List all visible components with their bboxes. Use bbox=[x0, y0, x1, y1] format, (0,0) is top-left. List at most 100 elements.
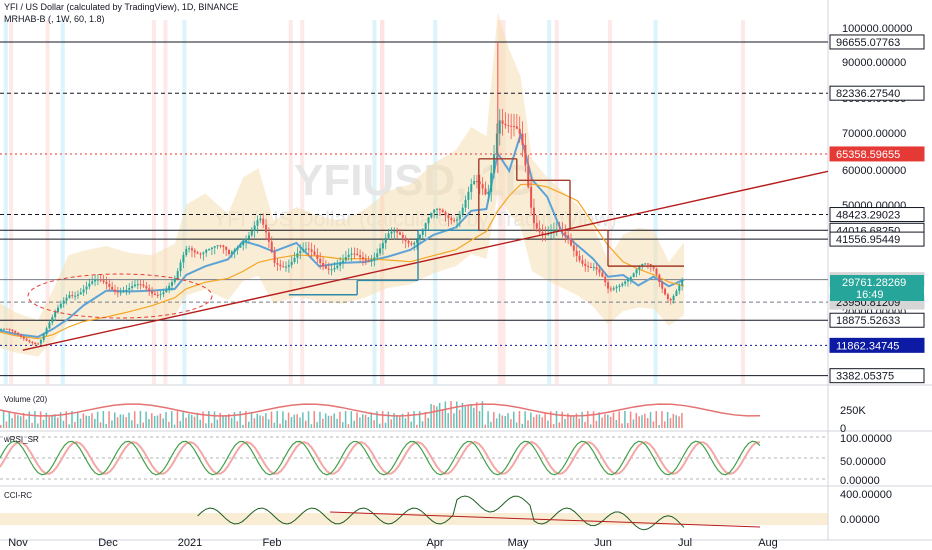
volume-bar bbox=[541, 417, 543, 428]
volume-bar bbox=[498, 413, 501, 428]
volume-bar bbox=[587, 411, 589, 428]
candle-body bbox=[675, 290, 678, 296]
volume-bar bbox=[350, 411, 353, 428]
volume-bar bbox=[518, 411, 521, 428]
volume-bar bbox=[436, 406, 438, 428]
volume-bar bbox=[125, 417, 127, 428]
volume-bar bbox=[493, 411, 495, 428]
volume-bar bbox=[681, 412, 683, 428]
candle-body bbox=[436, 208, 439, 210]
volume-bar bbox=[561, 411, 563, 428]
volume-bar bbox=[285, 420, 287, 428]
volume-bar bbox=[330, 415, 333, 428]
candle-body bbox=[493, 154, 496, 174]
candle-body bbox=[270, 241, 273, 253]
volume-bar bbox=[438, 402, 441, 428]
candle-body bbox=[413, 242, 416, 245]
volume-bar bbox=[390, 419, 392, 428]
volume-bar bbox=[669, 418, 672, 428]
volume-bar bbox=[316, 422, 318, 428]
volume-bar bbox=[142, 422, 144, 428]
volume-bar bbox=[62, 420, 65, 428]
volume-bar bbox=[609, 416, 612, 428]
volume-bar bbox=[42, 419, 45, 428]
highlight-stripe bbox=[9, 20, 14, 385]
volume-bar bbox=[48, 416, 50, 428]
price-tick-label: 100000.00000 bbox=[842, 23, 912, 35]
candle-body bbox=[641, 264, 644, 266]
candle-body bbox=[62, 300, 65, 304]
candle-body bbox=[581, 260, 584, 264]
candle-body bbox=[307, 248, 310, 250]
volume-bar bbox=[273, 422, 276, 428]
candle-body bbox=[0, 328, 2, 330]
volume-bar bbox=[649, 412, 652, 428]
slow-ma-line bbox=[0, 183, 685, 340]
volume-bar bbox=[71, 411, 73, 428]
candle-body bbox=[510, 125, 513, 127]
volume-bar bbox=[672, 413, 675, 428]
last-price-tag bbox=[830, 275, 924, 301]
candle-body bbox=[518, 128, 521, 134]
level-tag-label-0: 96655.07763 bbox=[836, 37, 900, 49]
volume-group bbox=[0, 401, 683, 428]
volume-bar bbox=[367, 416, 370, 428]
candle-body bbox=[82, 289, 85, 293]
candle-body bbox=[649, 264, 652, 266]
candle-body bbox=[589, 266, 592, 268]
candle-body bbox=[635, 269, 638, 274]
candle-body bbox=[604, 276, 607, 283]
volume-bar bbox=[421, 421, 424, 428]
volume-bar bbox=[353, 420, 355, 428]
volume-bar bbox=[79, 418, 82, 428]
candle-body bbox=[418, 234, 421, 240]
candle-body bbox=[481, 184, 484, 189]
volume-bar bbox=[612, 412, 615, 428]
time-tick-label: Feb bbox=[263, 537, 282, 549]
candle-body bbox=[353, 253, 356, 255]
volume-bar bbox=[37, 423, 39, 428]
volume-bar bbox=[495, 418, 498, 428]
volume-bar bbox=[478, 411, 481, 428]
candle-body bbox=[473, 181, 476, 185]
candle-body bbox=[558, 229, 561, 231]
time-tick-label: Jun bbox=[594, 537, 612, 549]
volume-bar bbox=[370, 412, 372, 428]
candle-body bbox=[262, 218, 265, 225]
volume-bar bbox=[287, 412, 290, 428]
volume-bar bbox=[76, 411, 79, 428]
highlight-stripe bbox=[3, 20, 8, 385]
candle-body bbox=[379, 248, 382, 254]
volume-bar bbox=[373, 420, 375, 428]
candle-body bbox=[627, 279, 629, 282]
volume-bar bbox=[236, 421, 239, 428]
candle-body bbox=[316, 254, 319, 259]
candle-body bbox=[230, 251, 233, 255]
volume-bar bbox=[299, 417, 301, 428]
volume-bar bbox=[379, 423, 381, 428]
candle-body bbox=[85, 286, 88, 290]
candle-body bbox=[524, 144, 527, 166]
candle-body bbox=[601, 272, 604, 277]
candle-body bbox=[501, 120, 504, 124]
candle-body bbox=[450, 217, 453, 221]
candle-body bbox=[609, 288, 612, 290]
wrsi-main-line bbox=[0, 440, 761, 476]
candle-body bbox=[384, 237, 387, 244]
volume-bar bbox=[581, 411, 583, 428]
volume-bar bbox=[675, 415, 677, 428]
candle-body bbox=[302, 249, 305, 251]
volume-bar bbox=[91, 413, 93, 428]
candle-body bbox=[171, 282, 173, 286]
volume-bar bbox=[530, 412, 532, 428]
candle-body bbox=[185, 248, 188, 255]
candle-body bbox=[661, 281, 664, 289]
candle-body bbox=[299, 250, 302, 254]
candle-body bbox=[538, 228, 541, 233]
candle-body bbox=[464, 199, 467, 208]
highlight-stripe bbox=[608, 20, 612, 385]
candle-body bbox=[165, 289, 168, 293]
candle-body bbox=[356, 253, 359, 256]
volume-bar bbox=[2, 411, 5, 428]
